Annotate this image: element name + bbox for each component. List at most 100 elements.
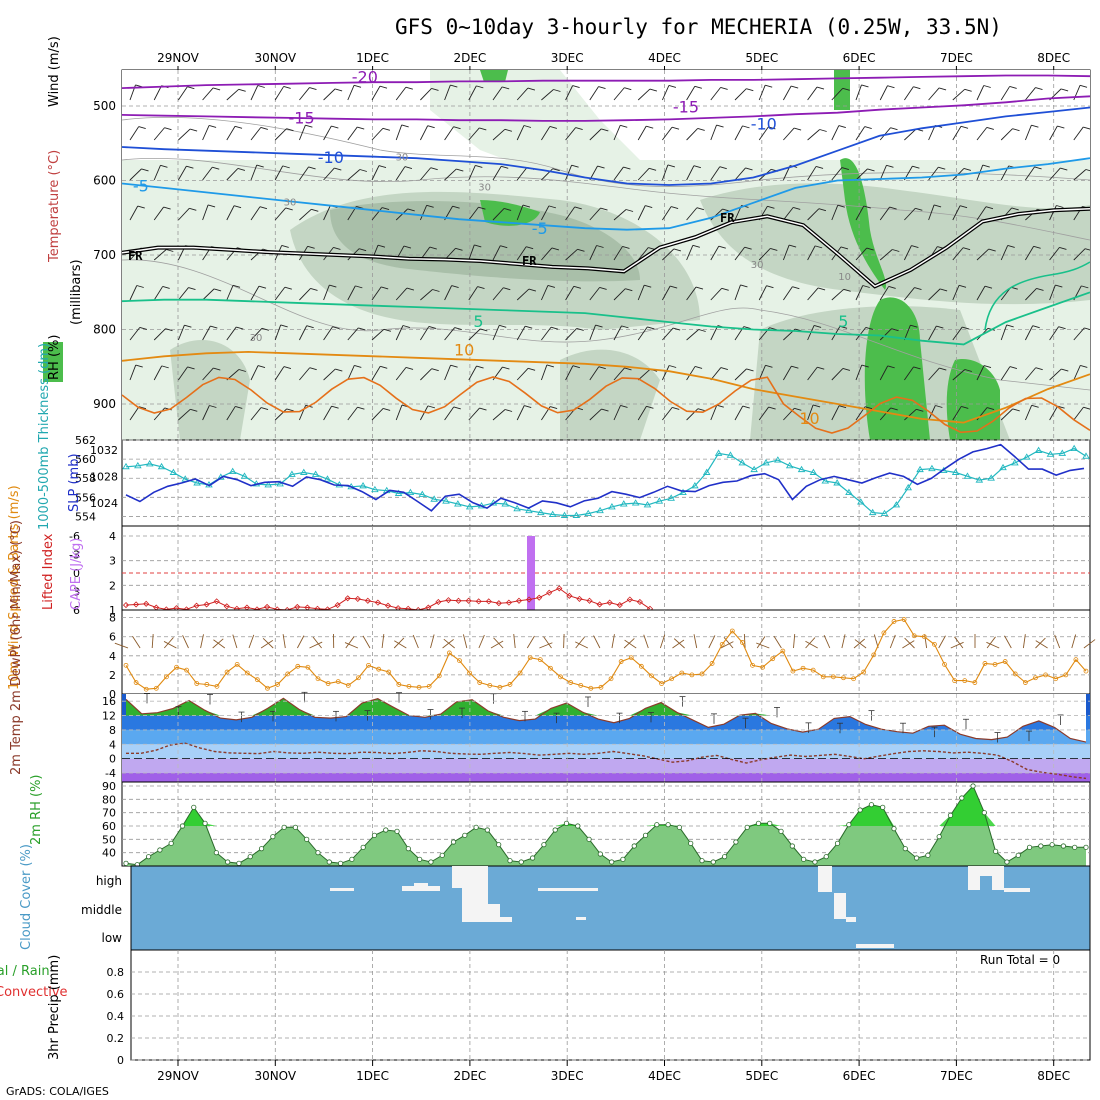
lifted-index-marker [133, 601, 140, 608]
thickness-marker [667, 494, 675, 501]
wind-barb [661, 164, 669, 181]
thickness-marker [845, 488, 853, 496]
rh2m-marker [405, 846, 411, 852]
wind-barb-flag [986, 407, 995, 410]
wind-barb [323, 326, 333, 341]
wind-barb-flag [1032, 325, 1040, 329]
wind-barb [831, 125, 840, 141]
wind-barb-flag [793, 127, 802, 131]
rh-area-light [430, 70, 640, 180]
wind-barb-flag [862, 285, 870, 288]
wind10m-marker [265, 685, 270, 691]
wind10m-marker [204, 682, 210, 687]
wind10m-marker [750, 662, 755, 668]
wind-barb-flag [1035, 87, 1043, 90]
wind10m-barb [539, 642, 553, 649]
wind-barb-flag [887, 85, 895, 89]
cape-tick: 1 [109, 604, 116, 617]
wind10m-barb [756, 642, 770, 649]
wind-tick: 2 [109, 669, 116, 682]
wind10m-barb [805, 637, 816, 649]
wind-barb-flag [573, 285, 581, 289]
wind-barb-flag [190, 408, 198, 412]
wind-barb [226, 88, 239, 101]
thickness-marker [655, 497, 664, 504]
wind-barb [565, 164, 573, 181]
wind-barb-flag [720, 367, 728, 370]
wind-barb [613, 125, 621, 141]
wind-barb [928, 325, 937, 341]
slp-line [125, 443, 1085, 512]
wind-tick: 0 [109, 688, 116, 701]
wind10m-barb [723, 636, 734, 649]
wind-barb [250, 407, 262, 421]
wind-barb [758, 285, 767, 301]
freezing-label: FR [522, 254, 537, 268]
wind-barb [347, 126, 358, 141]
slp-tick: 1024 [90, 497, 118, 510]
wind-barb-flag [552, 168, 560, 172]
wind-barb-flag [549, 125, 558, 129]
wind-barb-flag [765, 84, 773, 88]
rh2m-marker [247, 854, 253, 860]
wind-barb [710, 367, 722, 381]
ylabel-rh2m: 2m RH (%) [29, 774, 44, 845]
wind10m-barb [151, 634, 154, 649]
precip-tick: 0.6 [107, 988, 125, 1001]
wind-barb-flag [358, 248, 367, 252]
wind10m-barb [611, 634, 615, 649]
rh2m-marker [484, 827, 491, 833]
upper-wind-barbs [129, 84, 1090, 421]
wind-barb-flag [187, 86, 195, 90]
wind10m-barb [462, 634, 468, 649]
wind10m-marker [669, 676, 675, 682]
wind10m-marker [133, 680, 139, 685]
wind-barb [831, 167, 843, 181]
wind-barb-flag [334, 88, 343, 92]
cloud-layer-label: middle [81, 903, 122, 917]
wind-barb-flag [163, 206, 171, 210]
wind-barb-flag [841, 167, 849, 170]
wind-barb-flag [382, 127, 391, 131]
wind10m-barb [430, 634, 435, 649]
wind-barb [420, 289, 433, 301]
wind-barb-flag [933, 204, 942, 208]
date-label-bottom: 1DEC [356, 1069, 389, 1083]
wind-barb-flag [983, 365, 992, 369]
wind-barb-flag [816, 86, 825, 90]
wind-barb-flag [237, 168, 246, 171]
thickness-marker [975, 476, 984, 483]
wind-barb [347, 169, 361, 181]
wind-barb-flag [939, 288, 948, 292]
cloud-layer-label: high [96, 874, 122, 888]
wind-barb [226, 326, 237, 341]
rh2m-marker [281, 824, 287, 830]
wind10m-barb [393, 637, 405, 649]
date-label-top: 2DEC [453, 51, 486, 65]
lifted-index-marker [485, 598, 492, 605]
wind-barb-flag [357, 406, 365, 410]
wind-barb [952, 285, 960, 301]
thickness-marker [833, 479, 841, 486]
cloud-gap [452, 866, 464, 888]
wind-barb-flag [625, 209, 634, 212]
cloud-gap [1004, 888, 1030, 892]
wind-barb-flag [401, 124, 409, 128]
wind10m-barb [624, 639, 637, 649]
wind-barb [371, 286, 382, 301]
wind10m-marker [366, 662, 371, 668]
lifted-index-marker [626, 596, 633, 603]
wind-barb [637, 326, 648, 341]
wind-barb-flag [988, 248, 996, 252]
wind10m-barb [743, 633, 746, 649]
rh2m-marker [371, 832, 378, 838]
wind-barb [589, 207, 601, 221]
lifted-index-marker [223, 603, 230, 610]
wind-barb-flag [910, 324, 918, 328]
wind-barb-flag [864, 406, 873, 410]
wind10m-marker [861, 669, 867, 675]
date-label-top: 6DEC [843, 51, 876, 65]
rh2m-tick: 40 [102, 847, 116, 860]
wind-barb [468, 244, 475, 261]
